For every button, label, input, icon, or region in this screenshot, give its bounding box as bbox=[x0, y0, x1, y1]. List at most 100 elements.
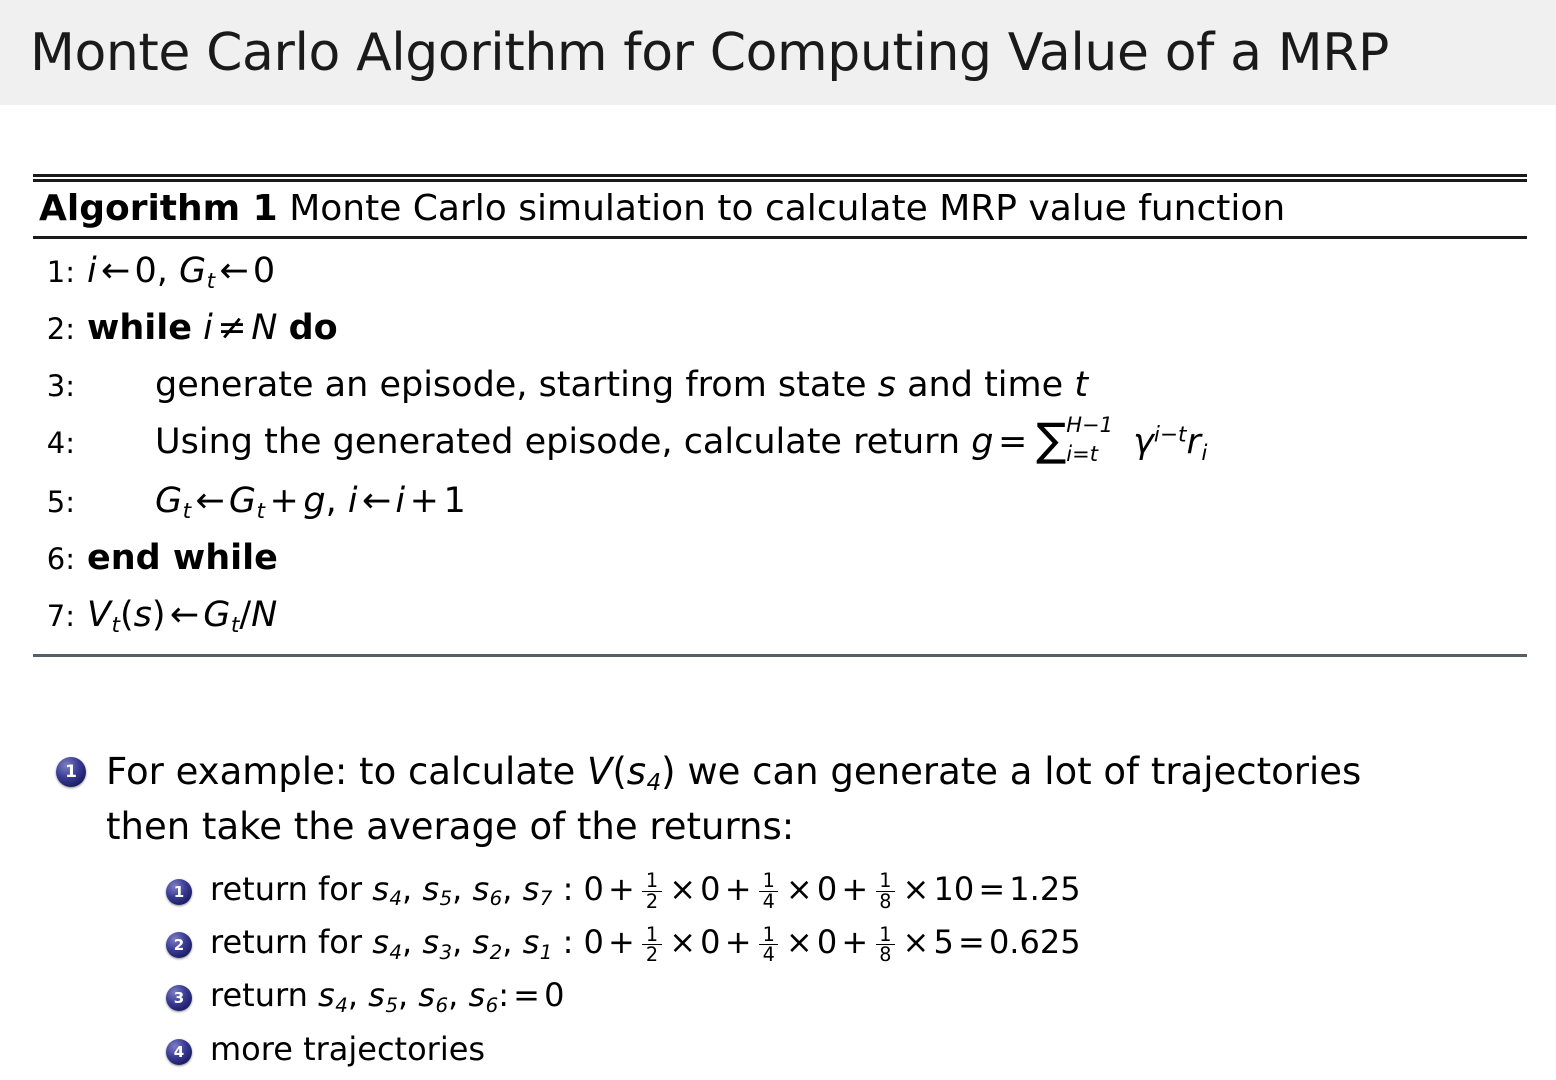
bullet-number-icon: 1 bbox=[56, 757, 86, 787]
term-value: 0 bbox=[816, 869, 838, 908]
lead-text: return for bbox=[210, 923, 363, 962]
term-value: 0 bbox=[816, 923, 838, 962]
comma: , bbox=[401, 923, 413, 962]
times-sign: × bbox=[785, 923, 813, 962]
var-s: s bbox=[418, 976, 435, 1015]
var-s: s bbox=[133, 595, 152, 636]
denominator: 4 bbox=[759, 944, 779, 965]
state-index: 5 bbox=[439, 887, 453, 911]
var-s: s bbox=[522, 869, 540, 908]
line-content-4: Using the generated episode, calculate r… bbox=[87, 413, 1527, 473]
var-i-2: i bbox=[395, 481, 406, 522]
algorithm-label: Algorithm 1 bbox=[39, 188, 278, 229]
bullet-number-icon: 2 bbox=[166, 932, 192, 959]
denominator: 8 bbox=[875, 890, 895, 912]
numerator: 1 bbox=[762, 869, 775, 893]
denominator: 8 bbox=[875, 944, 895, 965]
assign-arrow-icon-2: ← bbox=[361, 481, 392, 522]
summation-limits: H−1 i=t bbox=[1066, 413, 1131, 466]
var-r-subscript: i bbox=[1201, 440, 1208, 466]
term-value: 10 bbox=[933, 869, 975, 908]
var-s: s bbox=[468, 976, 486, 1015]
plus-sign: + bbox=[841, 869, 869, 908]
var-t: t bbox=[1074, 365, 1089, 406]
state-index: 5 bbox=[385, 993, 398, 1017]
line-content-3: generate an episode, starting from state… bbox=[87, 357, 1527, 414]
summation-upper-limit: H−1 bbox=[1066, 412, 1114, 437]
algorithm-line-7: 7: Vt(s) ← Gt/N bbox=[33, 587, 1527, 644]
plus-sign: + bbox=[608, 869, 635, 908]
list-item: 2 return for s4, s3, s2, s1 : 0 +1 2 × 0 +1 4 ×… bbox=[166, 919, 1546, 967]
denominator: 4 bbox=[759, 890, 779, 912]
line-content-7: Vt(s) ← Gt/N bbox=[87, 587, 1527, 644]
times-sign: × bbox=[669, 923, 697, 962]
denominator: 2 bbox=[642, 890, 662, 912]
var-N: N bbox=[251, 308, 278, 349]
line-content-6: end while bbox=[87, 538, 278, 579]
state-index: 4 bbox=[389, 940, 402, 964]
var-G: G bbox=[203, 595, 231, 636]
result-value: 0.625 bbox=[988, 923, 1081, 962]
line-content-2: while i ≠ N do bbox=[87, 300, 1527, 357]
example-paragraph: For example: to calculate V(s4) we can g… bbox=[86, 745, 1361, 854]
value-zero: 0 bbox=[134, 251, 157, 292]
var-g: g bbox=[303, 481, 326, 522]
var-s: s bbox=[877, 365, 896, 406]
plus-sign: + bbox=[269, 481, 299, 522]
comma: , bbox=[325, 481, 337, 522]
state-index: 6 bbox=[489, 887, 503, 911]
algorithm-body: 1: i ← 0, Gt ← 0 2: while i ≠ N do 3: generate… bbox=[33, 239, 1527, 654]
var-gamma: γ bbox=[1133, 422, 1154, 463]
line-number-7: 7: bbox=[46, 599, 75, 634]
numerator: 1 bbox=[645, 869, 659, 893]
keyword-do: do bbox=[288, 308, 338, 349]
line-number-2: 2: bbox=[46, 312, 75, 347]
state-index: 1 bbox=[539, 940, 553, 964]
example-text-part2: we can generate a lot of trajectories bbox=[687, 750, 1362, 793]
algorithm-line-5: 5: Gt ← Gt + g, i ← i +1 bbox=[33, 473, 1527, 530]
equals-sign: = bbox=[957, 923, 985, 962]
var-s: s bbox=[372, 923, 389, 962]
sub-item-1-text: return for s4, s5, s6, s7 : 0 +1 2 × 0 +1 4 × 0 +… bbox=[192, 866, 1081, 914]
comma: , bbox=[401, 869, 413, 908]
comma: , bbox=[448, 976, 459, 1015]
example-text-part1: For example: to calculate bbox=[106, 750, 576, 793]
algorithm-bottom-rule bbox=[33, 654, 1527, 658]
gamma-exponent: i−t bbox=[1153, 423, 1187, 449]
var-G: G bbox=[179, 251, 207, 292]
algorithm-line-4: 4: Using the generated episode, calculat… bbox=[33, 413, 1527, 473]
comma: , bbox=[397, 976, 409, 1015]
state-index: 4 bbox=[335, 993, 348, 1017]
algorithm-top-rule bbox=[33, 174, 1527, 182]
var-s: s bbox=[472, 869, 490, 908]
line-content-5: Gt ← Gt + g, i ← i +1 bbox=[87, 473, 1527, 530]
numerator: 1 bbox=[879, 869, 892, 893]
denominator: 2 bbox=[642, 944, 662, 965]
lead-text: return bbox=[210, 976, 308, 1015]
var-g: g bbox=[971, 422, 994, 463]
var-s-subscript: 4 bbox=[646, 770, 662, 797]
algorithm-line-1: 1: i ← 0, Gt ← 0 bbox=[33, 243, 1527, 300]
line3-text-part1: generate an episode, starting from state bbox=[155, 365, 867, 406]
var-G-2: G bbox=[228, 481, 256, 522]
term-value: 5 bbox=[933, 923, 954, 962]
paren-close: ) bbox=[151, 595, 166, 636]
comma: , bbox=[502, 923, 513, 962]
algorithm-caption: Algorithm 1 Monte Carlo simulation to ca… bbox=[33, 182, 1527, 236]
value-one: 1 bbox=[443, 481, 466, 522]
var-s: s bbox=[368, 976, 385, 1015]
list-item: 3 return s4, s5, s6, s6: = 0 bbox=[166, 972, 1546, 1020]
sigma-icon: ∑ bbox=[1036, 413, 1067, 467]
numerator: 1 bbox=[645, 922, 659, 946]
line3-text-part2: and time bbox=[907, 365, 1064, 406]
var-s: s bbox=[372, 869, 389, 908]
lead-text: return for bbox=[210, 869, 363, 908]
var-s: s bbox=[422, 869, 439, 908]
list-item: 1 return for s4, s5, s6, s7 : 0 +1 2 × 0 +1 4 ×… bbox=[166, 866, 1546, 914]
colon: : bbox=[562, 923, 574, 962]
var-G-subscript: t bbox=[230, 613, 240, 639]
